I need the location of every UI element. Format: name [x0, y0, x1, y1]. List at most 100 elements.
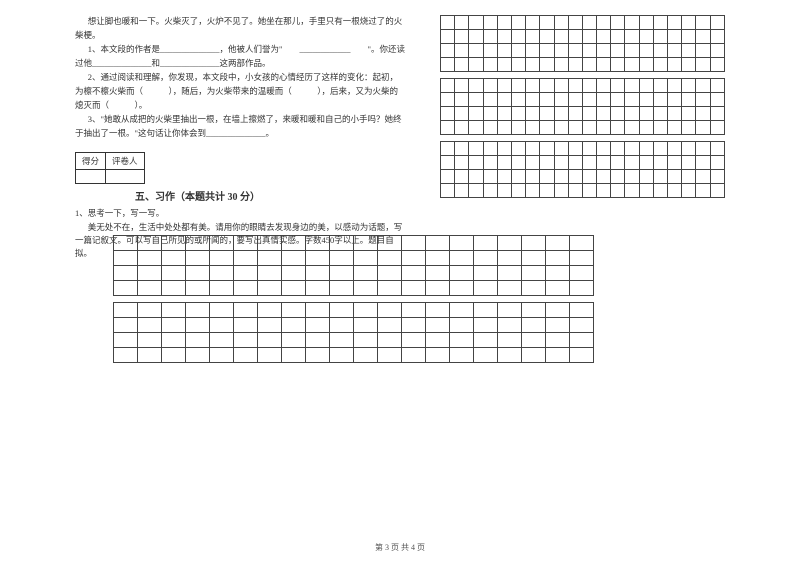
- grid-cell[interactable]: [441, 156, 455, 170]
- grid-cell[interactable]: [138, 303, 162, 318]
- grid-cell[interactable]: [540, 30, 554, 44]
- grid-cell[interactable]: [162, 318, 186, 333]
- grid-cell[interactable]: [306, 318, 330, 333]
- grid-cell[interactable]: [234, 281, 258, 296]
- grid-cell[interactable]: [568, 156, 582, 170]
- grid-cell[interactable]: [186, 333, 210, 348]
- grid-cell[interactable]: [668, 107, 682, 121]
- grid-cell[interactable]: [378, 266, 402, 281]
- grid-cell[interactable]: [639, 156, 653, 170]
- grid-cell[interactable]: [114, 333, 138, 348]
- grid-cell[interactable]: [330, 303, 354, 318]
- grid-cell[interactable]: [568, 93, 582, 107]
- grid-cell[interactable]: [497, 93, 511, 107]
- grid-cell[interactable]: [668, 121, 682, 135]
- grid-cell[interactable]: [354, 251, 378, 266]
- grid-cell[interactable]: [696, 16, 710, 30]
- grid-cell[interactable]: [498, 236, 522, 251]
- grid-cell[interactable]: [483, 142, 497, 156]
- grid-cell[interactable]: [282, 318, 306, 333]
- grid-cell[interactable]: [710, 107, 724, 121]
- grid-cell[interactable]: [469, 79, 483, 93]
- grid-cell[interactable]: [114, 266, 138, 281]
- grid-cell[interactable]: [570, 236, 594, 251]
- grid-cell[interactable]: [402, 318, 426, 333]
- grid-cell[interactable]: [668, 156, 682, 170]
- grid-cell[interactable]: [258, 251, 282, 266]
- grid-cell[interactable]: [540, 58, 554, 72]
- grid-cell[interactable]: [554, 44, 568, 58]
- grid-cell[interactable]: [568, 79, 582, 93]
- grid-cell[interactable]: [138, 236, 162, 251]
- grid-cell[interactable]: [483, 121, 497, 135]
- grid-cell[interactable]: [330, 318, 354, 333]
- grid-cell[interactable]: [582, 170, 596, 184]
- grid-cell[interactable]: [469, 16, 483, 30]
- grid-cell[interactable]: [540, 44, 554, 58]
- grid-cell[interactable]: [540, 156, 554, 170]
- score-cell[interactable]: [76, 170, 106, 184]
- grid-cell[interactable]: [498, 266, 522, 281]
- grid-cell[interactable]: [114, 318, 138, 333]
- grid-cell[interactable]: [668, 170, 682, 184]
- grid-cell[interactable]: [258, 348, 282, 363]
- grid-cell[interactable]: [582, 142, 596, 156]
- writing-grid[interactable]: [440, 141, 725, 198]
- grid-cell[interactable]: [450, 281, 474, 296]
- grid-cell[interactable]: [653, 79, 667, 93]
- grid-cell[interactable]: [450, 236, 474, 251]
- grid-cell[interactable]: [611, 170, 625, 184]
- grid-cell[interactable]: [497, 30, 511, 44]
- grid-cell[interactable]: [258, 236, 282, 251]
- grid-cell[interactable]: [526, 156, 540, 170]
- grid-cell[interactable]: [568, 142, 582, 156]
- grid-cell[interactable]: [497, 156, 511, 170]
- grid-cell[interactable]: [639, 58, 653, 72]
- grid-cell[interactable]: [497, 184, 511, 198]
- grid-cell[interactable]: [330, 236, 354, 251]
- grid-cell[interactable]: [625, 30, 639, 44]
- grid-cell[interactable]: [282, 333, 306, 348]
- grid-cell[interactable]: [668, 16, 682, 30]
- grid-cell[interactable]: [540, 107, 554, 121]
- grid-cell[interactable]: [568, 184, 582, 198]
- grid-cell[interactable]: [696, 156, 710, 170]
- grid-cell[interactable]: [696, 121, 710, 135]
- grid-cell[interactable]: [354, 348, 378, 363]
- grid-cell[interactable]: [546, 348, 570, 363]
- grid-cell[interactable]: [526, 79, 540, 93]
- grid-cell[interactable]: [402, 333, 426, 348]
- grid-cell[interactable]: [402, 251, 426, 266]
- grid-cell[interactable]: [554, 142, 568, 156]
- grid-cell[interactable]: [186, 318, 210, 333]
- grid-cell[interactable]: [282, 281, 306, 296]
- grid-cell[interactable]: [696, 107, 710, 121]
- grid-cell[interactable]: [554, 79, 568, 93]
- grid-cell[interactable]: [474, 348, 498, 363]
- grid-cell[interactable]: [282, 251, 306, 266]
- grid-cell[interactable]: [682, 121, 696, 135]
- grid-cell[interactable]: [639, 121, 653, 135]
- grid-cell[interactable]: [682, 16, 696, 30]
- grid-cell[interactable]: [582, 184, 596, 198]
- grid-cell[interactable]: [597, 156, 611, 170]
- grid-cell[interactable]: [497, 16, 511, 30]
- grid-cell[interactable]: [450, 303, 474, 318]
- grid-cell[interactable]: [611, 44, 625, 58]
- grid-cell[interactable]: [696, 79, 710, 93]
- grid-cell[interactable]: [682, 79, 696, 93]
- grid-cell[interactable]: [611, 107, 625, 121]
- grid-cell[interactable]: [483, 30, 497, 44]
- grid-cell[interactable]: [625, 170, 639, 184]
- grid-cell[interactable]: [639, 30, 653, 44]
- grid-cell[interactable]: [498, 348, 522, 363]
- grid-cell[interactable]: [582, 16, 596, 30]
- grid-cell[interactable]: [474, 333, 498, 348]
- grid-cell[interactable]: [597, 142, 611, 156]
- grid-cell[interactable]: [653, 170, 667, 184]
- grid-cell[interactable]: [696, 170, 710, 184]
- grid-cell[interactable]: [162, 333, 186, 348]
- grid-cell[interactable]: [455, 30, 469, 44]
- grid-cell[interactable]: [597, 58, 611, 72]
- grid-cell[interactable]: [114, 251, 138, 266]
